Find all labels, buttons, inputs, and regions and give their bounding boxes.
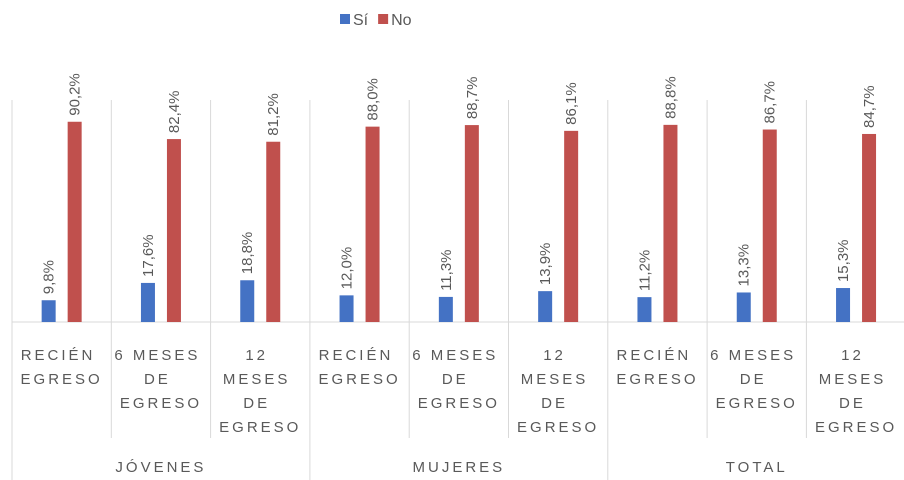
x-tick-label: RECIÉN EGRESO <box>616 347 698 388</box>
group-label: TOTAL <box>726 459 788 476</box>
legend-label: Sí <box>353 12 369 29</box>
x-tick-label: 12 MESES DE EGRESO <box>219 347 301 436</box>
bar <box>438 296 453 322</box>
bar <box>365 126 380 322</box>
bar <box>736 292 751 322</box>
bar <box>564 130 579 322</box>
data-label: 11,2% <box>636 250 653 291</box>
legend-label: No <box>391 12 412 29</box>
data-label: 88,8% <box>662 76 679 119</box>
data-label: 15,3% <box>835 239 852 282</box>
legend-swatch <box>340 14 350 24</box>
legend-swatch <box>378 14 389 24</box>
bar <box>862 133 877 322</box>
data-label: 82,4% <box>166 91 183 134</box>
bar <box>836 288 851 322</box>
bar <box>67 121 82 322</box>
bar <box>663 124 678 322</box>
data-label: 13,3% <box>736 244 753 287</box>
x-tick-label: 6 MESES DE EGRESO <box>412 347 505 412</box>
data-label: 86,7% <box>762 81 779 124</box>
data-label: 9,8% <box>41 260 58 294</box>
x-tick-label: 6 MESES DE EGRESO <box>114 347 207 412</box>
data-label: 88,7% <box>464 77 481 120</box>
bar <box>140 282 155 322</box>
group-label: MUJERES <box>413 459 506 476</box>
bar <box>240 280 255 322</box>
data-label: 12,0% <box>339 247 356 290</box>
x-tick-label: RECIÉN EGRESO <box>318 347 400 388</box>
bar <box>266 141 281 322</box>
bar <box>166 139 181 322</box>
data-label: 86,1% <box>563 82 580 125</box>
data-label: 90,2% <box>67 73 84 116</box>
bar <box>538 291 553 322</box>
data-label: 88,0% <box>365 78 382 121</box>
bar <box>41 300 56 322</box>
data-label: 11,3% <box>438 249 455 290</box>
data-label: 18,8% <box>239 232 256 275</box>
bar <box>637 297 652 322</box>
bar <box>762 129 777 322</box>
x-tick-label: 12 MESES DE EGRESO <box>517 347 599 436</box>
group-label: JÓVENES <box>115 459 206 476</box>
bar <box>339 295 354 322</box>
data-label: 13,9% <box>537 243 554 286</box>
data-label: 17,6% <box>140 234 157 277</box>
data-label: 84,7% <box>861 85 878 128</box>
x-tick-label: RECIÉN EGRESO <box>21 347 103 388</box>
bar <box>464 125 479 322</box>
x-tick-label: 12 MESES DE EGRESO <box>815 347 897 436</box>
data-label: 81,2% <box>265 93 282 136</box>
x-tick-label: 6 MESES DE EGRESO <box>710 347 803 412</box>
